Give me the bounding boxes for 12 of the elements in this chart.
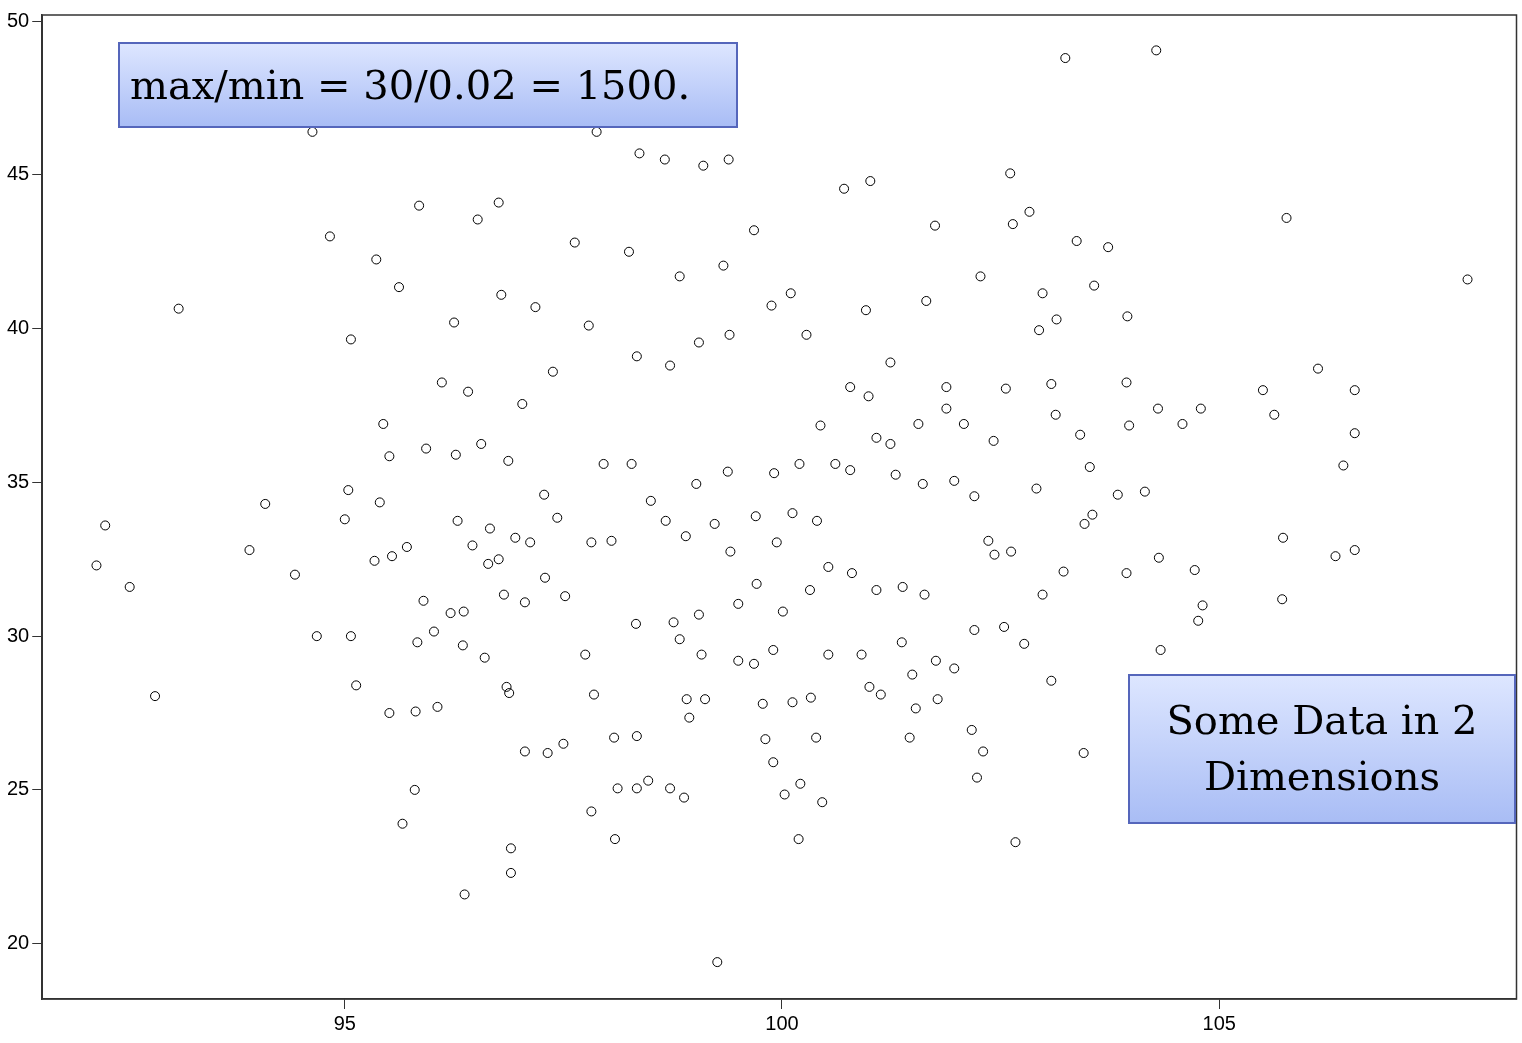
y-tick-label: 50 (7, 8, 30, 31)
y-tick-label: 45 (7, 162, 30, 185)
y-tick-label: 30 (7, 623, 30, 646)
y-tick-label: 40 (7, 316, 30, 339)
x-tick-label: 100 (765, 1011, 799, 1034)
y-tick-label: 25 (7, 777, 30, 800)
y-tick-label: 35 (7, 469, 30, 492)
text-box: Some Data in 2 Dimensions (1128, 674, 1516, 824)
x-tick-label: 95 (333, 1011, 356, 1034)
text-box: max/min = 30/0.02 = 1500. (118, 42, 738, 128)
y-tick-label: 20 (7, 931, 30, 954)
x-tick-label: 105 (1202, 1011, 1236, 1034)
